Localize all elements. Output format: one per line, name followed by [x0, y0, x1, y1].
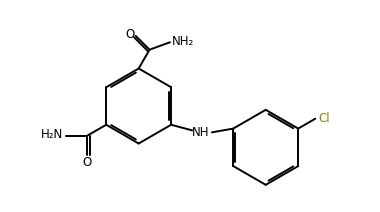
- Text: Cl: Cl: [318, 112, 330, 125]
- Text: H₂N: H₂N: [41, 128, 63, 141]
- Text: NH₂: NH₂: [172, 35, 194, 48]
- Text: O: O: [83, 156, 92, 169]
- Text: O: O: [125, 28, 134, 41]
- Text: NH: NH: [192, 126, 210, 139]
